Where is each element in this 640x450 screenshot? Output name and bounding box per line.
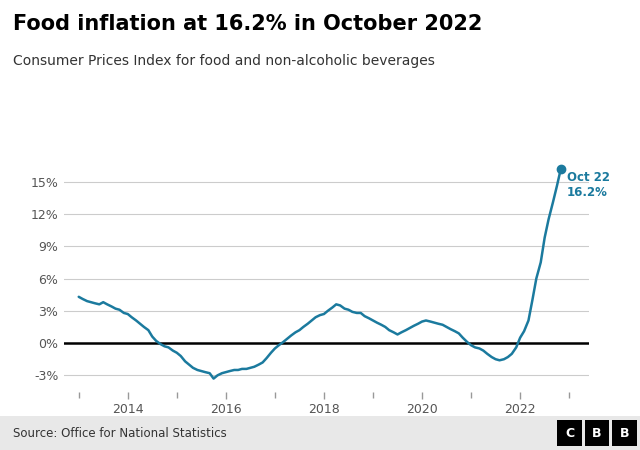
Text: Source: Office for National Statistics: Source: Office for National Statistics bbox=[13, 427, 227, 440]
Text: Oct 22
16.2%: Oct 22 16.2% bbox=[567, 171, 610, 199]
Text: Consumer Prices Index for food and non-alcoholic beverages: Consumer Prices Index for food and non-a… bbox=[13, 54, 435, 68]
Text: C: C bbox=[565, 427, 574, 440]
FancyBboxPatch shape bbox=[612, 420, 637, 446]
FancyBboxPatch shape bbox=[585, 420, 609, 446]
Text: B: B bbox=[620, 427, 629, 440]
Text: B: B bbox=[593, 427, 602, 440]
FancyBboxPatch shape bbox=[557, 420, 582, 446]
Text: Food inflation at 16.2% in October 2022: Food inflation at 16.2% in October 2022 bbox=[13, 14, 482, 33]
